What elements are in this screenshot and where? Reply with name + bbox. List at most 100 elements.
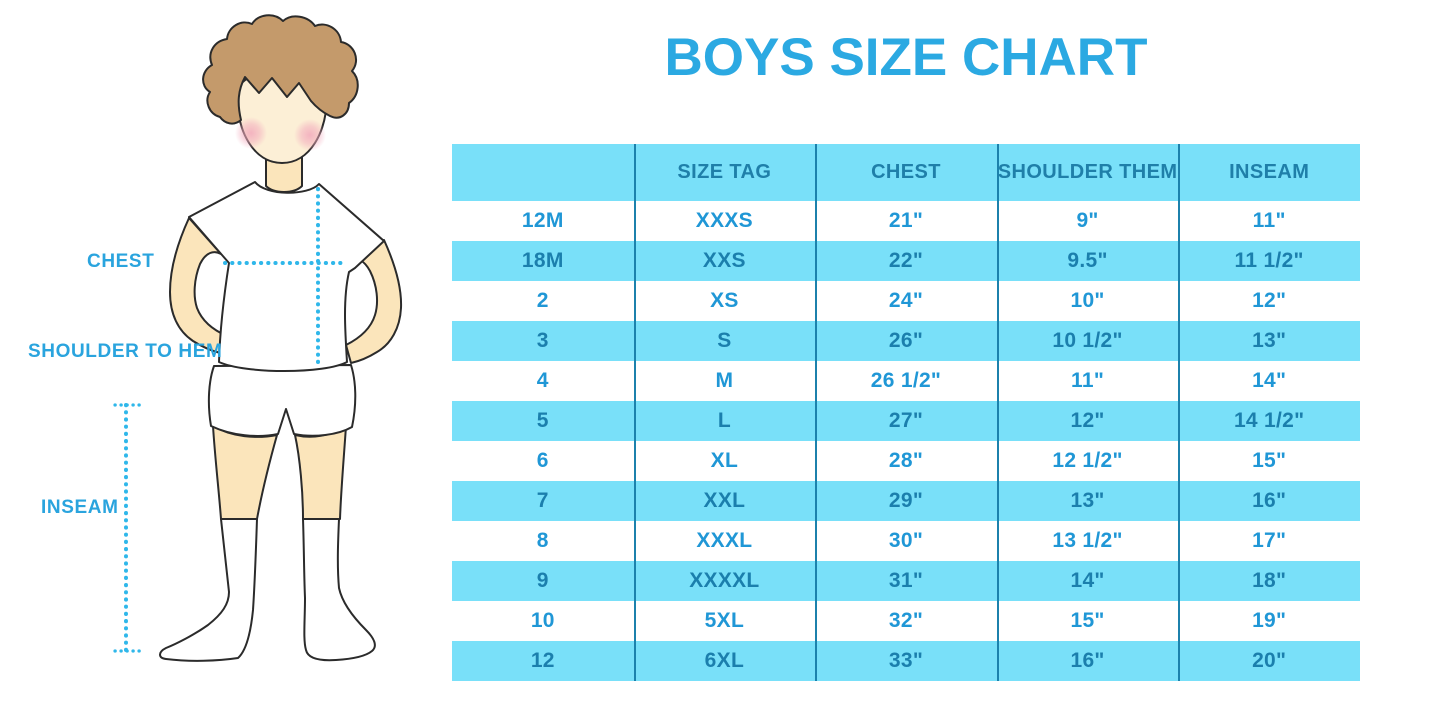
table-row: 10 5XL 32" 15" 19" — [452, 601, 1360, 641]
column-header-size-tag: SIZE TAG — [677, 161, 772, 183]
value-cell: 12 1/2" — [1052, 449, 1123, 472]
value-cell: 10" — [1070, 289, 1105, 312]
size-cell: 3 — [536, 329, 549, 352]
column-separator-line — [633, 144, 636, 681]
right-sock-shape — [302, 518, 376, 662]
value-cell: 31" — [888, 569, 924, 592]
value-cell: 32" — [888, 609, 924, 632]
table-row: 5 L 27" 12" 14 1/2" — [452, 401, 1360, 441]
value-cell: 6XL — [704, 649, 745, 672]
table-row: 7 XXL 29" 13" 16" — [452, 481, 1360, 521]
value-cell: 16" — [1070, 649, 1105, 672]
shoulder-to-hem-measurement-label: SHOULDER TO HEM — [28, 341, 223, 362]
value-cell: 33" — [888, 649, 924, 672]
value-cell: 30" — [888, 529, 924, 552]
value-cell: 14" — [1252, 369, 1287, 392]
value-cell: 28" — [888, 449, 924, 472]
value-cell: S — [717, 329, 732, 352]
value-cell: 9.5" — [1067, 249, 1108, 272]
value-cell: XXXS — [695, 209, 753, 232]
size-cell: 12M — [521, 209, 564, 232]
value-cell: 16" — [1252, 489, 1287, 512]
column-header-chest: CHEST — [871, 161, 941, 183]
shorts-shape — [207, 364, 357, 437]
table-row: 18M XXS 22" 9.5" 11 1/2" — [452, 241, 1360, 281]
table-row: 12 6XL 33" 16" 20" — [452, 641, 1360, 681]
size-cell: 2 — [536, 289, 549, 312]
value-cell: XXS — [702, 249, 746, 272]
value-cell: 12" — [1070, 409, 1105, 432]
column-header-shoulder-hem: SHOULDER THEM — [997, 161, 1178, 183]
left-leg-shape — [212, 425, 278, 520]
table-row: 2 XS 24" 10" 12" — [452, 281, 1360, 321]
value-cell: XXL — [703, 489, 746, 512]
value-cell: 22" — [888, 249, 924, 272]
value-cell: XL — [710, 449, 739, 472]
value-cell: XXXL — [696, 529, 753, 552]
right-arm-shape — [345, 239, 403, 364]
left-sock-shape — [159, 518, 258, 662]
value-cell: XS — [710, 289, 739, 312]
boy-illustration — [113, 14, 403, 662]
table-row: 12M XXXS 21" 9" 11" — [452, 201, 1360, 241]
value-cell: 11" — [1252, 209, 1286, 232]
value-cell: 19" — [1252, 609, 1287, 632]
table-row: 6 XL 28" 12 1/2" 15" — [452, 441, 1360, 481]
size-cell: 6 — [536, 449, 549, 472]
table-row: 8 XXXL 30" 13 1/2" 17" — [452, 521, 1360, 561]
size-table-header: SIZE TAG CHEST SHOULDER THEM INSEAM — [452, 144, 1360, 201]
value-cell: XXXXL — [689, 569, 760, 592]
column-header-size — [452, 144, 634, 201]
value-cell: 10 1/2" — [1052, 329, 1123, 352]
size-cell: 12 — [530, 649, 555, 672]
value-cell: 9" — [1076, 209, 1099, 232]
size-cell: 7 — [536, 489, 549, 512]
boy-measurement-figure: CHEST SHOULDER TO HEM INSEAM — [0, 0, 450, 723]
size-cell: 5 — [536, 409, 549, 432]
right-leg-shape — [294, 425, 347, 520]
value-cell: 13" — [1252, 329, 1287, 352]
value-cell: 13 1/2" — [1052, 529, 1123, 552]
value-cell: 27" — [888, 409, 924, 432]
blush-left — [235, 117, 267, 149]
value-cell: 11 1/2" — [1234, 249, 1304, 272]
inseam-measurement-label: INSEAM — [41, 497, 119, 518]
size-table-body: 12M XXXS 21" 9" 11" 18M XXS 22" 9.5" 11 1/2" 2 XS 24… — [452, 201, 1360, 681]
value-cell: 26 1/2" — [870, 369, 942, 392]
page-title: BOYS SIZE CHART — [664, 28, 1148, 87]
size-cell: 18M — [521, 249, 564, 272]
value-cell: 14" — [1070, 569, 1105, 592]
size-table: SIZE TAG CHEST SHOULDER THEM INSEAM 12M X… — [452, 144, 1360, 681]
table-row: 3 S 26" 10 1/2" 13" — [452, 321, 1360, 361]
value-cell: 17" — [1252, 529, 1287, 552]
value-cell: 15" — [1070, 609, 1105, 632]
value-cell: 12" — [1252, 289, 1287, 312]
column-separator-line — [996, 144, 999, 681]
table-row: 9 XXXXL 31" 14" 18" — [452, 561, 1360, 601]
value-cell: 18" — [1252, 569, 1287, 592]
value-cell: 14 1/2" — [1233, 409, 1305, 432]
chest-measurement-label: CHEST — [87, 251, 155, 272]
value-cell: 21" — [888, 209, 924, 232]
value-cell: 13" — [1070, 489, 1105, 512]
value-cell: 26" — [888, 329, 924, 352]
size-cell: 9 — [536, 569, 549, 592]
table-row: 4 M 26 1/2" 11" 14" — [452, 361, 1360, 401]
size-cell: 10 — [530, 609, 555, 632]
value-cell: 29" — [888, 489, 924, 512]
value-cell: 5XL — [704, 609, 745, 632]
value-cell: 20" — [1252, 649, 1287, 672]
value-cell: M — [715, 369, 734, 392]
size-cell: 8 — [536, 529, 549, 552]
column-separator-line — [815, 144, 818, 681]
column-separator-line — [1178, 144, 1181, 681]
size-cell: 4 — [536, 369, 549, 392]
column-header-inseam: INSEAM — [1229, 161, 1310, 183]
value-cell: L — [717, 409, 731, 432]
value-cell: 11" — [1071, 369, 1105, 392]
value-cell: 15" — [1252, 449, 1287, 472]
tshirt-shape — [188, 181, 385, 372]
blush-right — [294, 119, 326, 151]
value-cell: 24" — [888, 289, 924, 312]
